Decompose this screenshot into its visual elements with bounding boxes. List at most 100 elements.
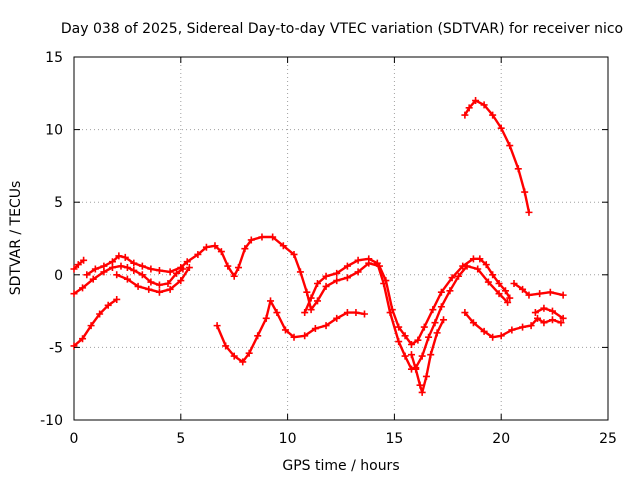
data-point-marker <box>476 255 484 263</box>
data-point-marker <box>290 333 298 341</box>
series-arc-7 <box>301 255 512 373</box>
data-point-marker <box>247 236 255 244</box>
data-point-marker <box>504 298 512 306</box>
series-arc-11 <box>531 304 567 322</box>
data-point-marker <box>130 266 138 274</box>
data-point-marker <box>365 255 373 263</box>
data-point-marker <box>239 358 247 366</box>
data-point-marker <box>373 259 381 267</box>
data-point-marker <box>147 278 155 286</box>
data-point-marker <box>224 262 232 270</box>
data-point-marker <box>91 265 99 273</box>
data-point-marker <box>296 268 304 276</box>
data-point-marker <box>138 271 146 279</box>
data-point-marker <box>322 322 330 330</box>
data-point-marker <box>333 314 341 322</box>
data-point-marker <box>525 291 533 299</box>
data-point-marker <box>343 262 351 270</box>
data-point-marker <box>245 349 253 357</box>
data-point-marker <box>521 188 529 196</box>
data-point-marker <box>448 274 456 282</box>
x-tick-label: 10 <box>279 431 297 447</box>
data-point-marker <box>437 303 445 311</box>
data-point-marker <box>211 242 219 250</box>
data-point-marker <box>354 268 362 276</box>
data-point-marker <box>290 250 298 258</box>
data-point-marker <box>343 309 351 317</box>
data-point-marker <box>540 319 548 327</box>
x-tick-label: 20 <box>492 431 510 447</box>
data-point-marker <box>527 322 535 330</box>
data-point-marker <box>497 332 505 340</box>
data-point-marker <box>461 309 469 317</box>
data-point-marker <box>514 165 522 173</box>
series-line <box>534 307 565 320</box>
data-point-marker <box>559 314 567 322</box>
data-point-marker <box>303 288 311 296</box>
data-point-marker <box>484 278 492 286</box>
data-point-marker <box>495 290 503 298</box>
data-point-marker <box>87 322 95 330</box>
data-point-marker <box>354 256 362 264</box>
series-arc-9 <box>461 309 565 341</box>
data-point-marker <box>279 242 287 250</box>
x-tick-label: 0 <box>70 431 79 447</box>
data-point-marker <box>465 104 473 112</box>
data-point-marker <box>121 253 129 261</box>
chart-title: Day 038 of 2025, Sidereal Day-to-day VTE… <box>61 21 623 37</box>
data-point-marker <box>108 258 116 266</box>
x-tick-label: 5 <box>176 431 185 447</box>
data-point-marker <box>164 280 172 288</box>
data-point-marker <box>501 287 509 295</box>
data-point-marker <box>360 310 368 318</box>
data-point-marker <box>463 262 471 270</box>
data-point-marker <box>422 372 430 380</box>
data-point-marker <box>395 338 403 346</box>
series-line <box>410 318 445 394</box>
y-tick-label: 15 <box>45 50 63 66</box>
data-point-marker <box>416 381 424 389</box>
data-point-marker <box>213 322 221 330</box>
data-point-marker <box>525 208 533 216</box>
data-point-marker <box>113 295 121 303</box>
data-point-marker <box>506 294 514 302</box>
series-arc-8 <box>407 316 448 396</box>
data-point-marker <box>546 288 554 296</box>
data-point-marker <box>273 309 281 317</box>
data-point-marker <box>395 323 403 331</box>
data-point-marker <box>100 262 108 270</box>
series-line <box>303 257 509 371</box>
data-point-marker <box>322 272 330 280</box>
data-point-marker <box>166 285 174 293</box>
data-point-marker <box>495 280 503 288</box>
series-arc-12 <box>461 97 533 216</box>
data-point-marker <box>217 248 225 256</box>
data-point-marker <box>454 272 462 280</box>
data-point-marker <box>420 323 428 331</box>
x-axis-ticks: 0 5 10 15 20 25 <box>70 57 617 447</box>
data-point-marker <box>418 352 426 360</box>
data-point-marker <box>469 255 477 263</box>
data-point-marker <box>134 282 142 290</box>
data-point-marker <box>80 256 88 264</box>
data-point-marker <box>412 365 420 373</box>
data-point-marker <box>437 288 445 296</box>
series-arc-10 <box>510 280 567 299</box>
data-point-marker <box>74 261 82 269</box>
data-point-marker <box>230 272 238 280</box>
data-point-marker <box>254 332 262 340</box>
data-point-marker <box>506 142 514 150</box>
data-point-marker <box>548 307 556 315</box>
data-point-marker <box>429 306 437 314</box>
data-point-marker <box>472 97 480 105</box>
y-tick-label: 10 <box>45 123 63 139</box>
data-point-marker <box>461 111 469 119</box>
y-axis-label: SDTVAR / TECUs <box>8 181 24 296</box>
data-point-marker <box>307 294 315 302</box>
data-point-marker <box>155 281 163 289</box>
y-tick-label: 0 <box>54 268 63 284</box>
data-series <box>70 97 567 396</box>
data-point-marker <box>234 264 242 272</box>
data-point-marker <box>96 310 104 318</box>
